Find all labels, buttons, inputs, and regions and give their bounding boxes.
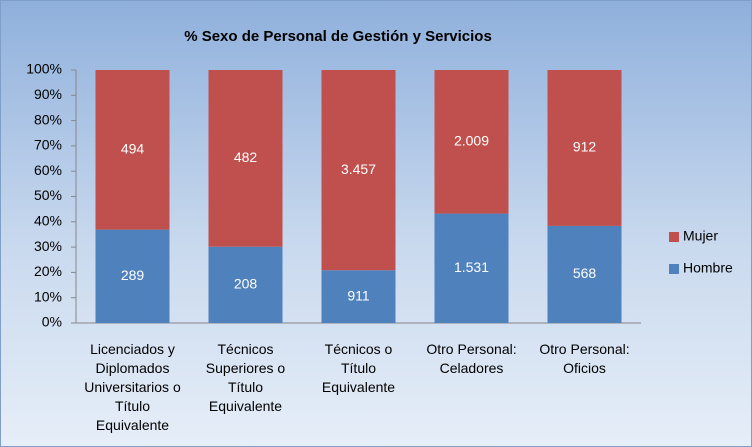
legend-label: Mujer xyxy=(683,228,718,244)
x-tick-label: Técnicos o Título Equivalente xyxy=(321,341,396,395)
bar-segment xyxy=(208,246,283,323)
bar-segment xyxy=(547,70,622,226)
data-label: 912 xyxy=(573,139,597,155)
data-label: 3.457 xyxy=(341,161,376,177)
data-label: 568 xyxy=(573,265,597,281)
y-tick-label: 50% xyxy=(34,187,62,203)
data-label: 289 xyxy=(121,267,145,283)
y-tick-label: 20% xyxy=(34,263,62,279)
bar-segment xyxy=(434,70,509,214)
data-label: 494 xyxy=(121,141,145,157)
data-label: 208 xyxy=(234,276,258,292)
y-tick-label: 0% xyxy=(42,314,62,330)
data-label: 2.009 xyxy=(454,132,489,148)
data-label: 1.531 xyxy=(454,259,489,275)
bar-segment xyxy=(321,270,396,323)
y-tick-label: 40% xyxy=(34,213,62,229)
x-tick-label: Técnicos Superiores o Título Equivalente xyxy=(205,341,286,414)
y-tick-label: 100% xyxy=(26,61,62,77)
x-tick-label: Otro Personal: Celadores xyxy=(426,341,517,376)
bar-segment xyxy=(321,70,396,271)
data-label: 482 xyxy=(234,149,258,165)
legend-swatch xyxy=(669,264,679,274)
y-tick-label: 10% xyxy=(34,288,62,304)
x-tick-label: Licenciados y Diplomados Universitarios … xyxy=(84,341,181,433)
chart-title: % Sexo de Personal de Gestión y Servicio… xyxy=(184,28,492,45)
y-tick-label: 60% xyxy=(34,162,62,178)
bar-segment xyxy=(95,70,170,230)
bar-segment xyxy=(434,213,509,323)
legend-swatch xyxy=(669,232,679,242)
data-label: 911 xyxy=(347,287,370,303)
y-tick-label: 90% xyxy=(34,86,62,102)
x-tick-label: Otro Personal: Oficios xyxy=(539,341,630,376)
y-tick-label: 70% xyxy=(34,137,62,153)
legend-label: Hombre xyxy=(683,260,733,276)
y-tick-label: 30% xyxy=(34,238,62,254)
bar-segment xyxy=(547,225,622,323)
bar-segment xyxy=(208,70,283,247)
bar-segment xyxy=(95,229,170,323)
y-tick-label: 80% xyxy=(34,111,62,127)
